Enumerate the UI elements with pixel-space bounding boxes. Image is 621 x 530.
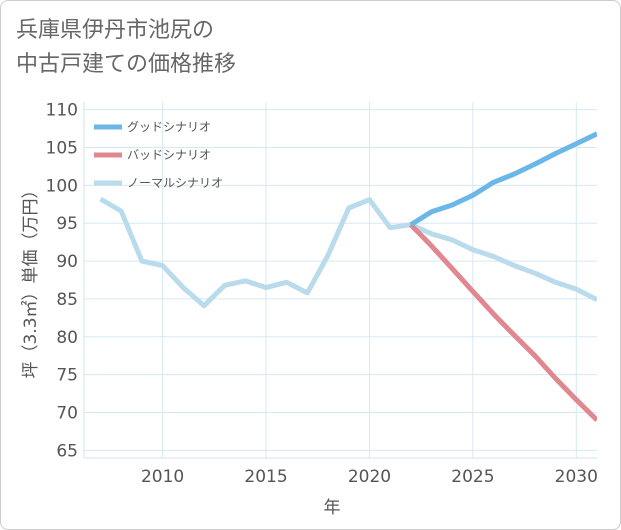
- x-tick-label: 2010: [141, 467, 184, 487]
- bad-scenario-line: [409, 222, 597, 422]
- x-axis-label: 年: [324, 498, 341, 518]
- x-tick-label: 2020: [348, 467, 391, 487]
- grid-lines: [83, 102, 597, 459]
- chart-title-line-1: 兵庫県伊丹市池尻の: [16, 18, 215, 43]
- y-tick-label: 100: [46, 176, 78, 196]
- x-tick-labels: 2010 2015 2020 2025 2030: [141, 467, 598, 487]
- y-tick-label: 95: [56, 214, 78, 234]
- x-tick-label: 2025: [451, 467, 494, 487]
- y-tick-label: 80: [56, 328, 78, 348]
- y-tick-labels: 65 70 75 80 85 90 95 100 105 110: [46, 101, 78, 462]
- y-tick-label: 75: [56, 366, 78, 386]
- y-tick-label: 90: [56, 252, 78, 272]
- y-tick-label: 110: [46, 101, 78, 121]
- legend-normal-scenario-label: ノーマルシナリオ: [127, 176, 223, 190]
- y-tick-label: 105: [46, 138, 78, 158]
- x-tick-label: 2015: [244, 467, 287, 487]
- chart-title: 兵庫県伊丹市池尻の 中古戸建ての価格推移: [16, 14, 236, 82]
- series-lines: [99, 131, 597, 422]
- legend-bad-scenario-label: バッドシナリオ: [127, 148, 211, 162]
- normal-scenario-line: [99, 196, 597, 309]
- y-axis-label: 坪（3.3㎡）単価（万円）: [21, 181, 41, 378]
- y-tick-label: 85: [56, 290, 78, 310]
- y-tick-label: 65: [56, 441, 78, 461]
- good-scenario-line: [409, 131, 597, 227]
- x-tick-label: 2030: [555, 467, 598, 487]
- legend-good-scenario-label: グッドシナリオ: [127, 120, 211, 134]
- y-tick-label: 70: [56, 404, 78, 424]
- chart-title-line-2: 中古戸建ての価格推移: [16, 52, 237, 77]
